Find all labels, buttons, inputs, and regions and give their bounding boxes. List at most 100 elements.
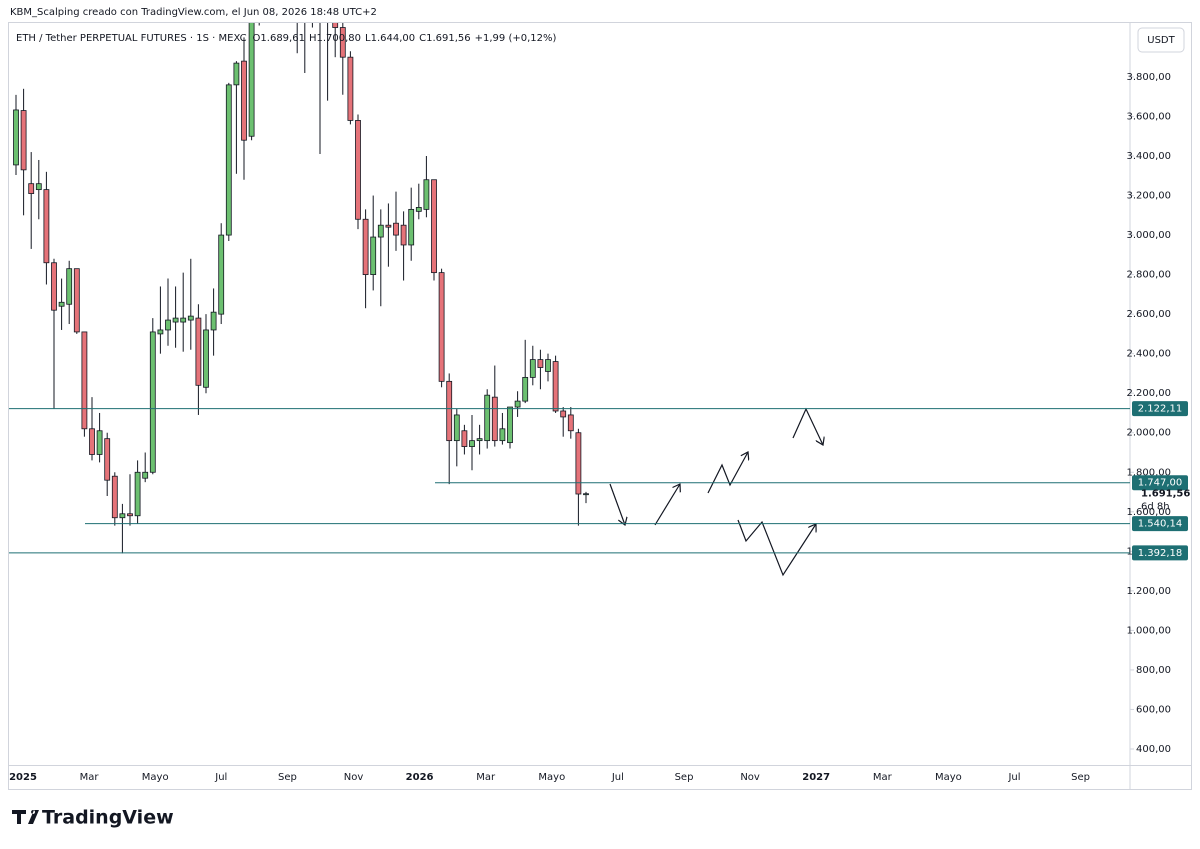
x-tick-label: Mayo [538, 772, 565, 783]
candle-body [20, 110, 27, 171]
candles [13, 23, 589, 554]
projection-arrow [654, 484, 680, 526]
candle-body [51, 262, 57, 311]
candle-body [58, 301, 65, 307]
candle-body [104, 438, 111, 481]
candle-body [362, 218, 369, 276]
x-tick-label: Mar [80, 772, 100, 783]
candle-body [142, 471, 149, 479]
candle-body [89, 428, 95, 455]
candle-body [423, 179, 430, 210]
candle-body [43, 189, 50, 264]
y-tick-label: 2.200,00 [1126, 388, 1171, 399]
candle-body [73, 268, 80, 333]
candle-body [545, 359, 551, 372]
x-tick-label: Mar [476, 772, 496, 783]
x-tick-label: Mayo [935, 772, 962, 783]
candle-body [377, 224, 384, 238]
ohlc-legend: H1.700,80 [309, 33, 361, 44]
candle-body [241, 60, 247, 141]
x-tick-label: 2025 [9, 772, 37, 783]
candle-body [522, 376, 529, 402]
candle-body [218, 234, 225, 315]
y-tick-label: 1.600,00 [1126, 507, 1171, 518]
candle-body [134, 471, 141, 517]
logo [12, 810, 39, 824]
candle-body [446, 380, 453, 442]
candle-body [567, 414, 574, 432]
y-tick-label: 1.200,00 [1126, 586, 1171, 597]
candle-body [415, 207, 422, 212]
ohlc-legend: C1.691,56 [419, 33, 471, 44]
level-label-box [1132, 516, 1188, 532]
candle-body [469, 440, 475, 447]
last-price: 1.691,56 [1141, 489, 1190, 500]
candle-body [248, 23, 255, 137]
ohlc-legend: +1,99 (+0,12%) [475, 33, 557, 44]
candle-body [408, 208, 415, 246]
chart-frame [8, 22, 1192, 790]
candle-body [111, 475, 118, 519]
x-tick-label: Nov [740, 772, 760, 783]
candle-body [400, 224, 407, 246]
y-tick-label: 1.800,00 [1126, 467, 1171, 478]
candle-body [225, 84, 232, 236]
watermark: TradingView [42, 807, 174, 829]
candle-body [149, 331, 156, 473]
x-tick-label: Jul [611, 772, 624, 783]
candle-body [180, 317, 187, 323]
level-label: 1.747,00 [1138, 478, 1183, 489]
x-tick-label: Mar [873, 772, 893, 783]
y-tick-label: 3.800,00 [1126, 72, 1171, 83]
candle-body [491, 396, 498, 442]
candle-body [81, 331, 88, 430]
level-label: 1.392,18 [1138, 548, 1183, 559]
candle-body [127, 513, 133, 517]
y-tick-label: 800,00 [1136, 665, 1171, 676]
y-tick-label: 3.200,00 [1126, 191, 1171, 202]
y-tick-label: 3.400,00 [1126, 151, 1171, 162]
currency-box[interactable] [1137, 27, 1185, 53]
x-tick-label: Mayo [142, 772, 169, 783]
y-tick-label: 1.000,00 [1126, 625, 1171, 636]
projection-arrow [737, 519, 816, 577]
candle-body [552, 361, 559, 412]
candle-body [560, 410, 567, 418]
y-tick-label: 2.800,00 [1126, 270, 1171, 281]
level-label: 2.122,11 [1138, 404, 1183, 415]
candle-body [13, 109, 19, 166]
candle-body [453, 414, 460, 442]
ohlc-legend: O1.689,61 [253, 33, 305, 44]
candle-body [514, 400, 521, 408]
caption: KBM_Scalping creado con TradingView.com,… [10, 7, 377, 18]
level-label-box [1132, 545, 1188, 561]
candle-body [537, 359, 544, 368]
candle-body [347, 56, 354, 121]
y-tick-label: 2.000,00 [1126, 428, 1171, 439]
candle-body [157, 329, 164, 335]
candle-body [165, 319, 171, 331]
candle-body [203, 329, 209, 388]
candle-body [195, 317, 202, 386]
candle-body [119, 513, 126, 519]
y-tick-label: 600,00 [1136, 704, 1171, 715]
candle-body [385, 224, 392, 228]
projection-arrow [707, 452, 748, 494]
x-tick-label: Jul [1007, 772, 1020, 783]
y-tick-label: 2.600,00 [1126, 309, 1171, 320]
y-tick-label: 400,00 [1136, 744, 1171, 755]
candle-body [461, 430, 468, 447]
currency[interactable]: USDT [1147, 35, 1175, 46]
candle-body [476, 438, 483, 442]
candle-body [210, 311, 217, 331]
y-tick-label: 2.400,00 [1126, 349, 1171, 360]
x-tick-label: Sep [1071, 772, 1090, 783]
candle-body [484, 394, 491, 442]
candle-body [339, 27, 346, 58]
candle-body [499, 428, 506, 442]
candle-body [332, 23, 339, 28]
candle-body [575, 432, 582, 495]
countdown: 6d 8h [1141, 502, 1170, 513]
x-tick-label: Jul [214, 772, 227, 783]
